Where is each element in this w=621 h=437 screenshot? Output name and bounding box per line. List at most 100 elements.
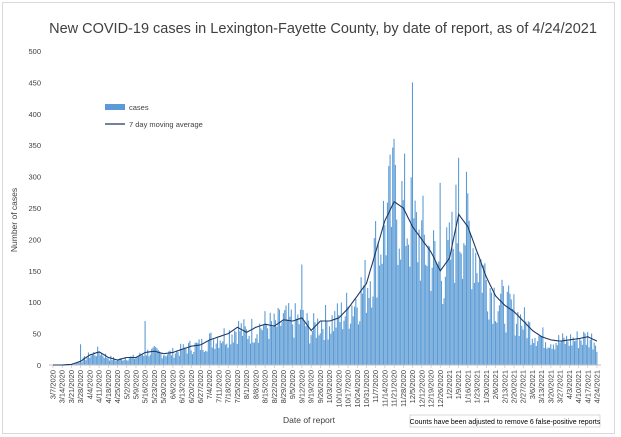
bar — [430, 290, 432, 365]
bar — [363, 285, 365, 365]
bar — [156, 348, 158, 365]
bar — [177, 351, 179, 365]
bar — [587, 331, 589, 365]
bar — [564, 344, 566, 365]
x-tick-label: 9/5/2020 — [288, 370, 297, 399]
bar — [414, 200, 416, 365]
bar — [253, 342, 255, 365]
bar — [394, 164, 396, 365]
bar — [141, 354, 143, 365]
bar — [205, 350, 207, 365]
bar — [501, 279, 503, 365]
x-tick-label: 4/24/2021 — [593, 370, 602, 403]
bar — [282, 313, 284, 365]
x-tick-label: 4/4/2020 — [85, 370, 94, 399]
bar — [290, 309, 292, 365]
bar — [174, 353, 176, 365]
bar — [568, 345, 570, 365]
bar — [122, 360, 124, 365]
bar — [459, 251, 461, 365]
bar — [101, 352, 103, 365]
bar — [206, 351, 208, 365]
bar — [159, 351, 161, 365]
bar — [143, 355, 145, 365]
bar — [452, 248, 454, 365]
bar — [214, 349, 216, 365]
bar — [485, 279, 487, 365]
bar — [508, 285, 510, 365]
bar — [506, 291, 508, 365]
bar — [86, 357, 88, 365]
bar — [99, 355, 101, 365]
x-tick-label: 1/2/2021 — [445, 370, 454, 399]
bar — [285, 305, 287, 365]
bar — [509, 293, 511, 365]
bar — [576, 331, 578, 365]
bar — [260, 328, 262, 365]
bar — [537, 341, 539, 365]
bar — [554, 349, 556, 365]
bar — [238, 320, 240, 365]
bar — [230, 344, 232, 365]
bar — [130, 356, 132, 365]
bar — [522, 329, 524, 365]
bar — [429, 246, 431, 365]
x-tick-label: 3/7/2020 — [49, 370, 58, 399]
bar — [184, 347, 186, 365]
bar — [535, 345, 537, 365]
bar — [118, 360, 120, 365]
x-tick-label: 6/20/2020 — [187, 370, 196, 403]
bar — [500, 293, 502, 365]
bar — [298, 324, 300, 365]
bar — [144, 321, 146, 365]
bar — [181, 350, 183, 365]
bar — [442, 303, 444, 365]
bar — [583, 331, 585, 365]
bar — [483, 265, 485, 365]
bar — [450, 259, 452, 365]
bar — [380, 254, 382, 365]
bar — [425, 264, 427, 365]
bar — [128, 358, 130, 365]
y-tick-label: 500 — [28, 47, 41, 56]
bar — [292, 324, 294, 365]
x-tick-label: 9/19/2020 — [307, 370, 316, 403]
bar — [166, 354, 169, 365]
bar — [546, 348, 548, 365]
bar — [145, 355, 147, 365]
bar — [157, 349, 159, 365]
bar — [139, 352, 141, 365]
bar — [492, 323, 494, 365]
bar — [73, 363, 75, 365]
bar — [579, 339, 581, 365]
bar — [356, 307, 358, 365]
chart: New COVID-19 cases in Lexington-Fayette … — [9, 21, 602, 428]
moving-average-line — [53, 200, 598, 366]
bar — [559, 342, 561, 365]
bar — [592, 349, 594, 365]
bar — [226, 343, 228, 365]
bar — [178, 355, 180, 365]
x-tick-label: 7/11/2020 — [214, 370, 223, 403]
bar — [502, 286, 504, 365]
x-tick-label: 4/17/2021 — [583, 370, 592, 403]
bar — [148, 356, 150, 365]
bar — [190, 350, 192, 365]
bar — [270, 321, 273, 365]
bar — [343, 320, 345, 365]
bar — [132, 354, 134, 365]
bar — [381, 263, 383, 365]
bar — [172, 347, 174, 365]
bar — [234, 330, 236, 365]
bar — [529, 322, 531, 365]
bar — [498, 305, 500, 365]
bar — [286, 319, 288, 365]
bar — [407, 244, 410, 365]
bar — [544, 342, 547, 365]
bar — [404, 153, 406, 365]
x-tick-label: 6/13/2020 — [178, 370, 187, 403]
bar — [294, 303, 296, 365]
bar — [338, 315, 340, 365]
y-tick-label: 450 — [28, 78, 41, 87]
bar — [85, 360, 87, 365]
